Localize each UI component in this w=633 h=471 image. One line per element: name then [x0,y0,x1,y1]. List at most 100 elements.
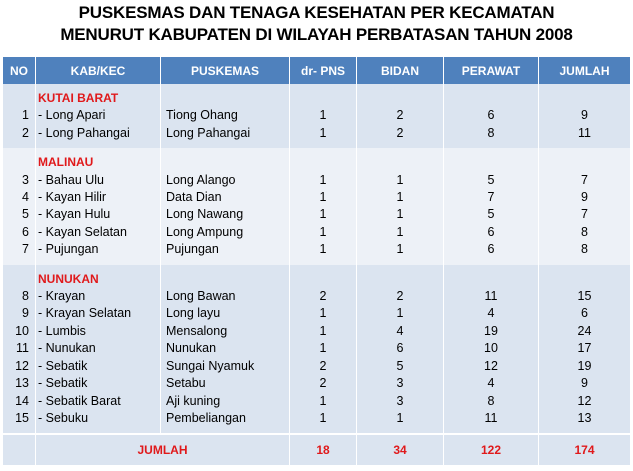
puskesmas-cell: Tiong Ohang [161,107,290,125]
bidan-cell: 1 [357,241,444,265]
group-header-row: NUNUKAN [3,264,630,289]
header-perawat: PERAWAT [444,57,539,84]
title-line-1: PUSKESMAS DAN TENAGA KESEHATAN PER KECAM… [78,3,555,22]
dr-pns-cell: 1 [290,124,357,149]
row-no: 7 [3,241,36,265]
empty-cell [539,148,630,172]
puskesmas-cell: Long Ampung [161,223,290,242]
kecamatan-cell: - Bahau Ulu [36,171,161,190]
row-no: 9 [3,305,36,323]
dr-pns-cell: 2 [290,357,357,376]
group-name: KUTAI BARAT [36,84,161,108]
row-no: 12 [3,357,36,376]
puskesmas-cell: Long Pahangai [161,124,290,149]
bidan-cell: 2 [357,124,444,149]
jumlah-cell: 17 [539,340,630,358]
puskesmas-cell: Long layu [161,305,290,323]
total-section: JUMLAH 18 34 122 174 [3,433,630,466]
jumlah-cell: 7 [539,171,630,190]
dr-pns-cell: 1 [290,206,357,224]
dr-pns-cell: 1 [290,409,357,434]
perawat-cell: 11 [444,409,539,434]
perawat-cell: 10 [444,340,539,358]
row-no: 5 [3,206,36,224]
bidan-cell: 1 [357,409,444,434]
kecamatan-cell: - Long Pahangai [36,124,161,149]
jumlah-cell: 11 [539,124,630,149]
total-row: JUMLAH 18 34 122 174 [3,433,630,466]
title-line-2: MENURUT KABUPATEN DI WILAYAH PERBATASAN … [60,25,573,44]
health-facilities-table: NO KAB/KEC PUSKEMAS dr- PNS BIDAN PERAWA… [3,57,630,466]
page-title: PUSKESMAS DAN TENAGA KESEHATAN PER KECAM… [0,2,633,46]
jumlah-cell: 6 [539,305,630,323]
header-row: NO KAB/KEC PUSKEMAS dr- PNS BIDAN PERAWA… [3,57,630,84]
dr-pns-cell: 1 [290,189,357,207]
group-kutai-barat: KUTAI BARAT 1- Long Apari Tiong Ohang 1 2 6 9 2… [3,84,630,149]
kecamatan-cell: - Long Apari [36,107,161,125]
total-perawat: 122 [444,433,539,466]
jumlah-cell: 15 [539,288,630,306]
jumlah-cell: 9 [539,107,630,125]
perawat-cell: 5 [444,206,539,224]
header-jumlah: JUMLAH [539,57,630,84]
kecamatan-cell: - Sebatik [36,357,161,376]
row-no: 2 [3,124,36,149]
jumlah-cell: 8 [539,241,630,265]
row-no: 13 [3,375,36,393]
kecamatan-cell: - Sebuku [36,409,161,434]
group-header-row: KUTAI BARAT [3,84,630,108]
jumlah-cell: 19 [539,357,630,376]
jumlah-cell: 12 [539,392,630,410]
kecamatan-cell: - Krayan [36,288,161,306]
kecamatan-cell: - Krayan Selatan [36,305,161,323]
perawat-cell: 8 [444,392,539,410]
empty-cell [161,148,290,172]
table-row: 5- Kayan Hulu Long Nawang 1 1 5 7 [3,206,630,224]
empty-cell [290,148,357,172]
kecamatan-cell: - Kayan Selatan [36,223,161,242]
row-no: 15 [3,409,36,434]
group-nunukan: NUNUKAN 8- Krayan Long Bawan 2 2 11 15 9- Kraya… [3,264,630,434]
header-kab-kec: KAB/KEC [36,57,161,84]
empty-cell [444,264,539,289]
row-no: 1 [3,107,36,125]
puskesmas-cell: Long Nawang [161,206,290,224]
dr-pns-cell: 2 [290,375,357,393]
group-malinau: MALINAU 3- Bahau Ulu Long Alango 1 1 5 7 4- Kay… [3,148,630,265]
puskesmas-cell: Pujungan [161,241,290,265]
dr-pns-cell: 2 [290,288,357,306]
empty-cell [357,264,444,289]
table-row: 8- Krayan Long Bawan 2 2 11 15 [3,288,630,306]
bidan-cell: 1 [357,189,444,207]
row-no: 11 [3,340,36,358]
empty-cell [3,148,36,172]
table-row: 12- Sebatik Sungai Nyamuk 2 5 12 19 [3,357,630,376]
table-row: 10- Lumbis Mensalong 1 4 19 24 [3,322,630,341]
kecamatan-cell: - Kayan Hilir [36,189,161,207]
bidan-cell: 4 [357,322,444,341]
perawat-cell: 8 [444,124,539,149]
puskesmas-cell: Data Dian [161,189,290,207]
bidan-cell: 5 [357,357,444,376]
jumlah-cell: 24 [539,322,630,341]
puskesmas-cell: Nunukan [161,340,290,358]
table-row: 2- Long Pahangai Long Pahangai 1 2 8 11 [3,124,630,149]
kecamatan-cell: - Nunukan [36,340,161,358]
bidan-cell: 1 [357,171,444,190]
kecamatan-cell: - Kayan Hulu [36,206,161,224]
perawat-cell: 4 [444,375,539,393]
perawat-cell: 4 [444,305,539,323]
group-name: NUNUKAN [36,264,161,289]
table-row: 14- Sebatik Barat Aji kuning 1 3 8 12 [3,392,630,410]
row-no: 3 [3,171,36,190]
group-name: MALINAU [36,148,161,172]
group-header-row: MALINAU [3,148,630,172]
empty-cell [357,84,444,108]
bidan-cell: 6 [357,340,444,358]
table-row: 11- Nunukan Nunukan 1 6 10 17 [3,340,630,358]
table-row: 7- Pujungan Pujungan 1 1 6 8 [3,241,630,265]
table-row: 4- Kayan Hilir Data Dian 1 1 7 9 [3,189,630,207]
empty-cell [161,84,290,108]
row-no: 4 [3,189,36,207]
dr-pns-cell: 1 [290,305,357,323]
